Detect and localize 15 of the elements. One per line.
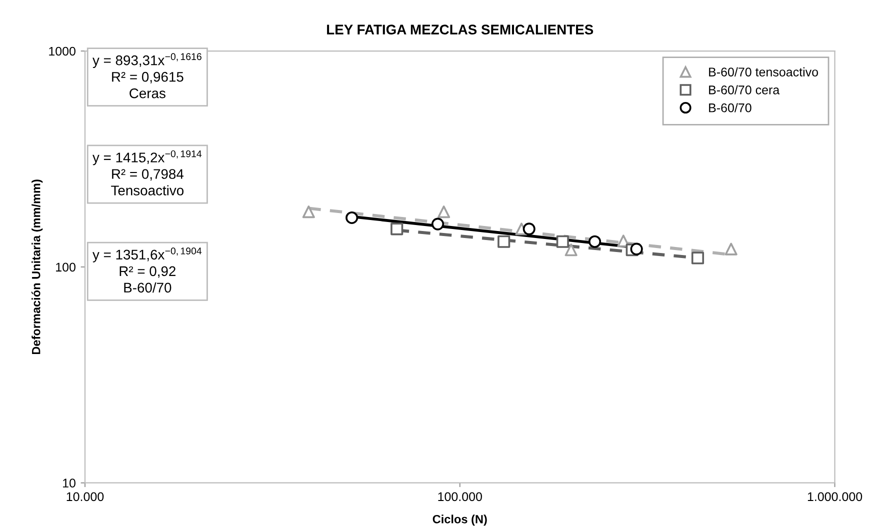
y-tick-label: 1000 [49,46,76,56]
chart-title: LEY FATIGA MEZCLAS SEMICALIENTES [327,24,594,34]
y-tick-label: 10 [63,478,76,488]
legend-label: B-60/70 [709,103,752,112]
legend-label: B-60/70 tensoactivo [709,67,818,76]
y-axis-title: Deformación Unitaria (mm/mm) [31,180,43,354]
x-axis-title: Ciclos (N) [432,514,487,526]
annotation: y = 1415,2x$^{−0,1914}$ R² = 0,7984 Tensoactivo [92,150,202,196]
x-tick-label: 1.000.000 [808,492,862,502]
x-tick-label: 10.000 [66,492,104,502]
annotation: y = 893,31x$^{−0,1616}$ R² = 0,9615 Ceras [92,53,202,98]
annotation: y = 1351,6x$^{−0,1904}$ R² = 0,92 B-60/70 [92,248,202,293]
legend-label: B-60/70 cera [709,85,780,94]
x-tick-label: 100.000 [438,492,482,502]
y-tick-label: 100 [56,262,76,272]
